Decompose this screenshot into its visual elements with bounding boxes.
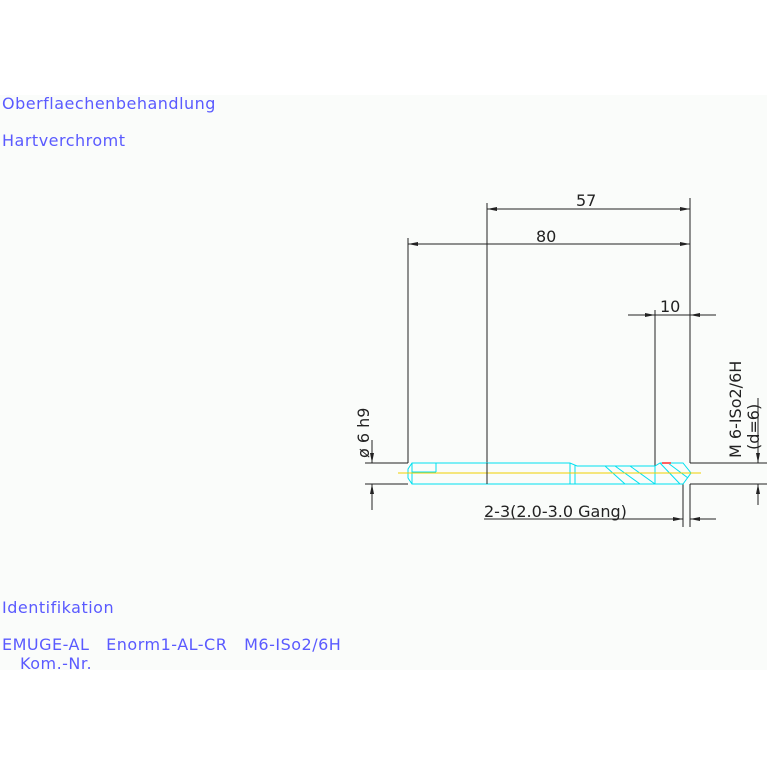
drawing-sheet [0,95,767,670]
dim-text-chamfer: 2-3(2.0-3.0 Gang) [484,502,627,521]
tap-tool-outline [407,462,692,485]
identification-value: EMUGE-AL Enorm1-AL-CR M6-ISo2/6H [2,635,342,654]
dim-text-diameter: ø 6 h9 [354,408,373,458]
dim-text-10: 10 [660,297,680,316]
kom-nr-label: Kom.-Nr. [20,654,93,673]
dim-text-80: 80 [536,227,556,246]
dim-text-thread: M 6-ISo2/6H [726,361,745,458]
identification-label: Identifikation [2,598,115,617]
dim-text-57: 57 [576,191,596,210]
surface-treatment-label: Oberflaechenbehandlung [2,94,216,113]
dim-text-thread-d: (d=6) [744,404,763,450]
surface-treatment-value: Hartverchromt [2,131,126,150]
